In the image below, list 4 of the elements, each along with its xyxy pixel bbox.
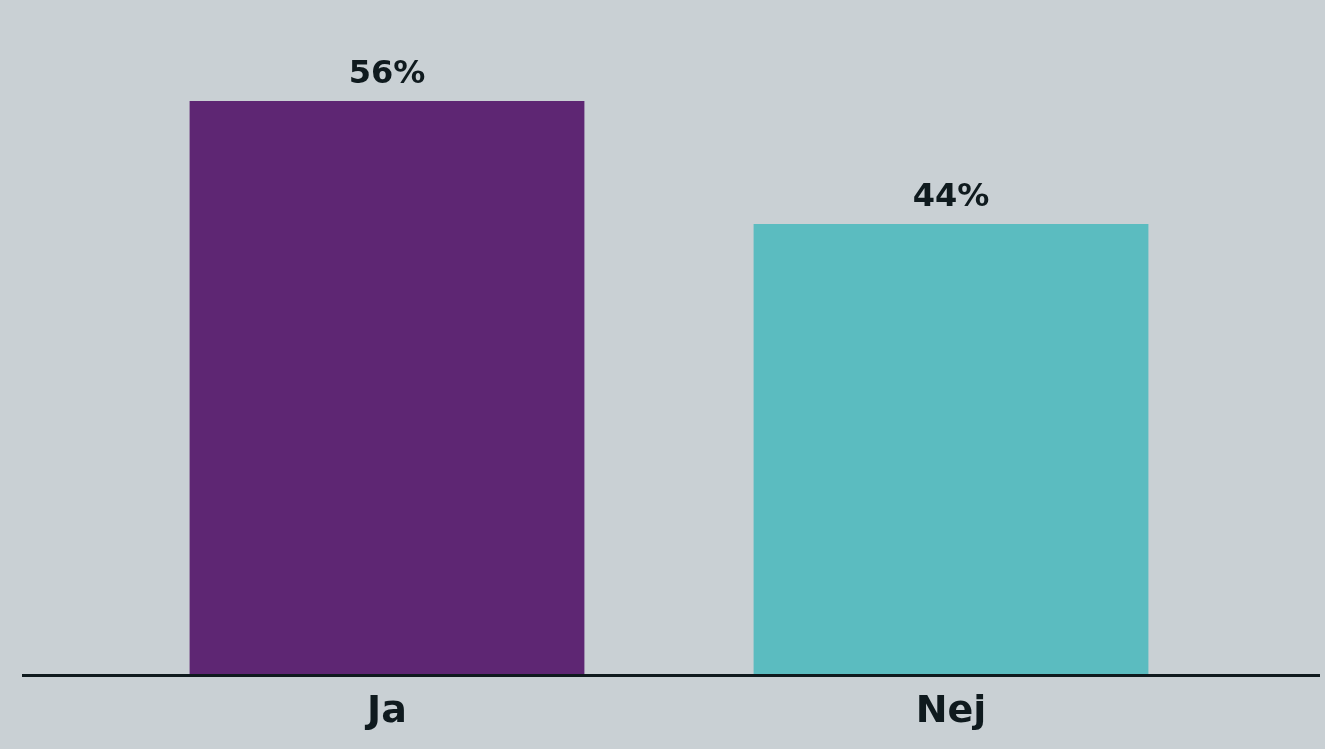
data-label: 44% — [912, 176, 990, 215]
x-tick-label: Nej — [915, 687, 987, 732]
data-label: 56% — [348, 53, 426, 92]
x-tick-label: Ja — [364, 687, 407, 732]
